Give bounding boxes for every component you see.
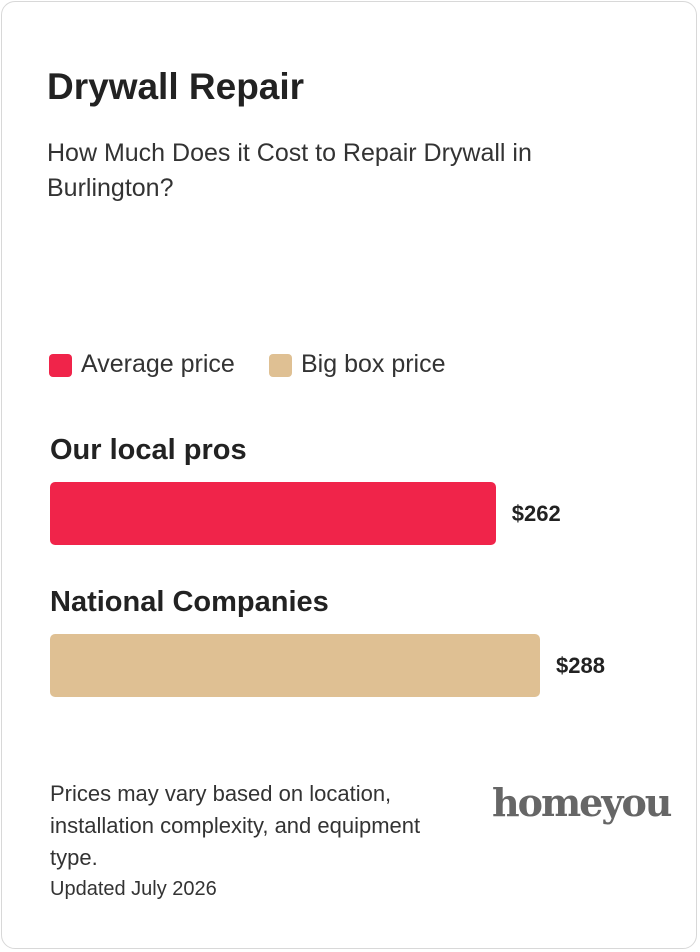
legend-label: Average price xyxy=(81,350,235,378)
footnote: Prices may vary based on location, insta… xyxy=(50,781,421,870)
chart-title: Drywall Repair xyxy=(47,66,305,107)
legend-swatch xyxy=(49,354,72,377)
category-label: Our local pros xyxy=(50,434,247,466)
chart-subtitle: How Much Does it Cost to Repair Drywall … xyxy=(47,139,532,202)
category-label: National Companies xyxy=(50,586,329,618)
legend-label: Big box price xyxy=(301,350,446,378)
value-label: $262 xyxy=(511,501,561,526)
bar xyxy=(50,634,540,697)
legend-swatch xyxy=(269,354,292,377)
brand-logo: homeyou xyxy=(492,780,672,825)
bar xyxy=(50,482,496,545)
updated-note: Updated July 2026 xyxy=(50,878,217,900)
value-label: $288 xyxy=(556,653,605,678)
